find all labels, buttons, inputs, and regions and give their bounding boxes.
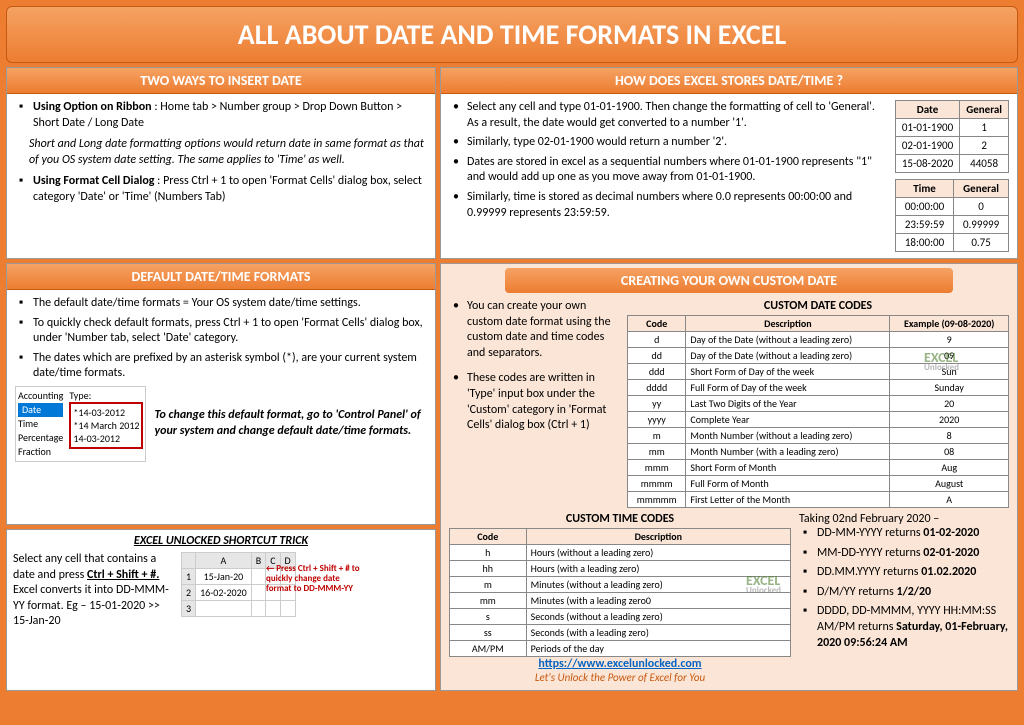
panel-default: DEFAULT DATE/TIME FORMATS The default da… <box>6 263 436 525</box>
list-item: MM-DD-YYYY returns 02-01-2020 <box>803 546 1009 562</box>
red-callout: ← Press Ctrl + Shift + # to quickly chan… <box>266 564 366 594</box>
date-codes-title: CUSTOM DATE CODES <box>627 299 1009 313</box>
panel-stores: HOW DOES EXCEL STORES DATE/TIME ? Select… <box>440 67 1018 259</box>
logo-watermark: EXCELUnlocked <box>924 349 959 373</box>
list-item: Select any cell and type 01-01-1900. The… <box>453 100 887 131</box>
logo-watermark: EXCELUnlocked <box>746 572 781 596</box>
panel-custom: CREATING YOUR OWN CUSTOM DATE You can cr… <box>440 263 1018 691</box>
list-item: DDDD, DD-MMMM, YYYY HH:MM:SS AM/PM retur… <box>803 604 1009 651</box>
time-codes-table: CodeDescriptionhHours (without a leading… <box>449 528 791 657</box>
bullet-label: Using Option on Ribbon <box>33 100 152 114</box>
slogan: Let's Unlock the Power of Excel for You <box>449 671 791 684</box>
example-head: Taking 02nd February 2020 – <box>799 512 1009 526</box>
type-list: *14-03-2012*14 March 201214-03-2012 <box>69 402 143 449</box>
time-table: TimeGeneral00:00:00023:59:590.9999918:00… <box>895 179 1009 252</box>
bullet-list: Select any cell and type 01-01-1900. The… <box>449 100 887 225</box>
list-item: DD.MM.YYYY returns 01.02.2020 <box>803 565 1009 581</box>
panel-title: CREATING YOUR OWN CUSTOM DATE <box>505 268 953 293</box>
list-item: Similarly, time is stored as decimal num… <box>453 190 887 221</box>
time-codes-title: CUSTOM TIME CODES <box>449 512 791 526</box>
website-link[interactable]: https://www.excelunlocked.com <box>449 657 791 671</box>
list-item: You can create your own custom date form… <box>453 299 619 361</box>
date-table: DateGeneral01-01-1900102-01-1900215-08-2… <box>895 100 1009 173</box>
example-list: DD-MM-YYYY returns 01-02-2020 MM-DD-YYYY … <box>799 526 1009 651</box>
date-codes-table: CodeDescriptionExample (09-08-2020)dDay … <box>627 315 1009 508</box>
trick-title: EXCEL UNLOCKED SHORTCUT TRICK <box>13 534 429 548</box>
panel-insert-date: TWO WAYS TO INSERT DATE Using Option on … <box>6 67 436 259</box>
page-title: ALL ABOUT DATE AND TIME FORMATS IN EXCEL <box>6 6 1018 63</box>
type-label: Type: <box>69 389 143 402</box>
list-item: The dates which are prefixed by an aster… <box>19 351 427 382</box>
change-note: To change this default format, go to 'Co… <box>154 408 427 439</box>
note: Short and Long date formatting options w… <box>29 137 427 168</box>
intro-list: You can create your own custom date form… <box>449 299 619 444</box>
panel-title: DEFAULT DATE/TIME FORMATS <box>7 264 435 290</box>
list-item: Similarly, type 02-01-1900 would return … <box>453 135 887 151</box>
bullet-list: Using Option on Ribbon : Home tab > Numb… <box>15 100 427 131</box>
panel-title: HOW DOES EXCEL STORES DATE/TIME ? <box>441 68 1017 94</box>
bullet-list: The default date/time formats = Your OS … <box>15 296 427 382</box>
category-list: AccountingDateTimePercentageFraction <box>18 389 63 459</box>
list-item: DD-MM-YYYY returns 01-02-2020 <box>803 526 1009 542</box>
list-item: Dates are stored in excel as a sequentia… <box>453 155 887 186</box>
list-item: D/M/YY returns 1/2/20 <box>803 585 1009 601</box>
trick-box: EXCEL UNLOCKED SHORTCUT TRICK Select any… <box>6 529 436 691</box>
bullet-label: Using Format Cell Dialog <box>33 174 154 188</box>
list-item: These codes are written in 'Type' input … <box>453 371 619 433</box>
trick-text: Select any cell that contains a date and… <box>13 552 173 630</box>
panel-title: TWO WAYS TO INSERT DATE <box>7 68 435 94</box>
list-item: To quickly check default formats, press … <box>19 316 427 347</box>
list-item: The default date/time formats = Your OS … <box>19 296 427 312</box>
bullet-list: Using Format Cell Dialog : Press Ctrl + … <box>15 174 427 205</box>
